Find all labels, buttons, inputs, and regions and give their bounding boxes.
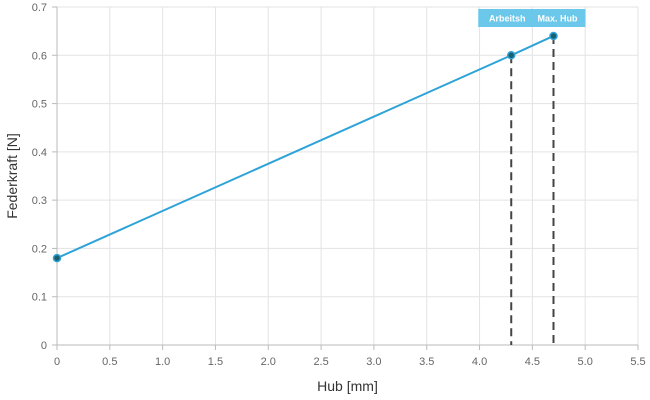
annotation-label: Arbeitsh (489, 14, 526, 24)
y-tick-labels: 0 0.1 0.2 0.3 0.4 0.5 0.6 0.7 (32, 2, 47, 352)
annotation-label-box (529, 9, 586, 27)
x-tick-label: 1.5 (208, 356, 223, 368)
y-tick-label: 0.6 (32, 50, 47, 62)
grid (57, 6, 639, 345)
data-point (549, 31, 558, 41)
data-point (506, 51, 516, 60)
y-tick-label: 0 (41, 340, 47, 352)
y-tick-label: 0.2 (32, 243, 47, 255)
annotation-label: Max. Hub (537, 14, 578, 24)
y-axis-title: Federkraft [N] (4, 133, 20, 219)
annotation-labels: Arbeitsh Max. Hub (478, 9, 586, 27)
series-layer (52, 31, 558, 263)
y-tick-label: 0.3 (32, 195, 47, 207)
x-tick-label: 2.0 (261, 356, 276, 368)
y-tick-label: 0.4 (32, 147, 47, 159)
x-tick-label: 4.0 (472, 356, 487, 368)
x-tick-label: 4.5 (525, 356, 540, 368)
annotation-dashed-lines (510, 35, 555, 345)
data-point (52, 253, 62, 263)
x-tick-label: 1.0 (155, 356, 170, 368)
x-tick-label: 3.5 (419, 356, 434, 368)
x-tick-label: 2.5 (313, 356, 328, 368)
x-tick-label: 0 (54, 356, 60, 368)
x-tick-labels: 0 0.5 1.0 1.5 2.0 2.5 3.0 3.5 4.0 4.5 5.0 5.5 (54, 356, 646, 368)
series-line (56, 35, 554, 259)
x-tick-label: 0.5 (102, 356, 117, 368)
x-tick-label: 3.0 (366, 356, 381, 368)
x-axis-title: Hub [mm] (317, 378, 378, 394)
y-tick-label: 0.7 (32, 2, 47, 14)
axes (52, 6, 639, 350)
x-tick-label: 5.0 (578, 356, 593, 368)
y-tick-label: 0.5 (32, 99, 47, 111)
y-tick-label: 0.1 (32, 292, 47, 304)
annotation-label-box (478, 9, 537, 27)
x-tick-label: 5.5 (630, 356, 645, 368)
